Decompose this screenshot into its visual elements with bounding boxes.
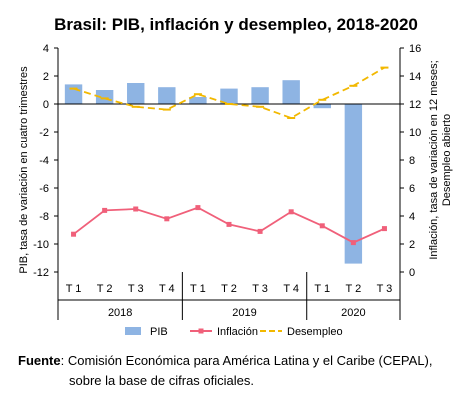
bar-pib-5	[189, 97, 207, 104]
x-tick-label: T 4	[283, 283, 299, 295]
y-left-tick-label: 4	[43, 43, 49, 55]
y-axis-right-label-line2: Desempleo abierto	[441, 114, 453, 206]
bar-pib-7	[251, 87, 269, 104]
bar-pib-1	[64, 84, 83, 104]
year-label-2019: 2019	[232, 307, 256, 319]
bar-pib-9	[313, 104, 331, 109]
plot-area: 4 2 0 -2 -4 -6 -8 -10 -12 16 14 12 10 8 6 4 2 0 T 1 T 2 T 3 T…	[33, 43, 421, 320]
point-inflacion-8	[288, 209, 294, 215]
y-right-tick-label: 8	[409, 155, 415, 167]
legend-marker-inflacion	[198, 328, 204, 334]
bar-pib-3	[127, 83, 145, 104]
chart: Brasil: PIB, inflación y desempleo, 2018…	[18, 15, 453, 338]
y-left-tick-label: -12	[33, 267, 49, 279]
source-label: Fuente	[18, 353, 61, 368]
y-right-tick-label: 16	[409, 43, 421, 55]
y-axis-right-label-line1: Inflación, tasa de variación en 12 meses…	[428, 60, 440, 259]
legend-label-pib: PIB	[150, 326, 168, 338]
legend-swatch-pib	[125, 327, 141, 335]
year-label-2018: 2018	[108, 307, 132, 319]
x-tick-label: T 3	[252, 283, 268, 295]
source-note: Fuente: Comisión Económica para América …	[18, 351, 463, 391]
y-left-tick-label: -6	[39, 183, 49, 195]
bar-pib-4	[158, 87, 176, 104]
legend-label-desempleo: Desempleo	[287, 326, 343, 338]
x-tick-label: T 1	[314, 283, 330, 295]
legend: PIB Inflación Desempleo	[125, 326, 343, 338]
point-inflacion-10	[350, 240, 356, 246]
source-line2: sobre la base de cifras oficiales.	[69, 373, 254, 388]
x-tick-label: T 4	[159, 283, 175, 295]
y-right-tick-label: 12	[409, 99, 421, 111]
legend-label-inflacion: Inflación	[217, 326, 258, 338]
point-inflacion-4	[164, 216, 170, 222]
x-tick-label: T 2	[346, 283, 362, 295]
point-inflacion-1	[71, 231, 77, 237]
y-right-tick-label: 6	[409, 183, 415, 195]
y-left-tick-label: 0	[43, 99, 49, 111]
point-inflacion-7	[257, 228, 263, 234]
point-inflacion-5	[195, 205, 201, 211]
x-tick-label: T 3	[377, 283, 393, 295]
source-line1: : Comisión Económica para América Latina…	[60, 353, 433, 368]
y-left-tick-label: -8	[39, 211, 49, 223]
y-right-tick-label: 0	[409, 267, 415, 279]
point-inflacion-3	[133, 206, 139, 212]
chart-title: Brasil: PIB, inflación y desempleo, 2018…	[54, 15, 418, 34]
bar-pib-10	[344, 104, 363, 264]
x-tick-label: T 1	[66, 283, 82, 295]
x-tick-label: T 3	[128, 283, 144, 295]
point-inflacion-11	[381, 226, 387, 232]
y-right-tick-label: 10	[409, 127, 421, 139]
year-label-2020: 2020	[341, 307, 365, 319]
x-tick-label: T 2	[221, 283, 237, 295]
y-left-tick-label: -2	[39, 127, 49, 139]
y-right-tick-label: 14	[409, 71, 421, 83]
y-right-tick-label: 4	[409, 211, 415, 223]
point-inflacion-9	[319, 223, 325, 229]
point-inflacion-6	[226, 221, 232, 227]
point-inflacion-2	[102, 207, 108, 213]
x-tick-label: T 1	[190, 283, 206, 295]
y-left-tick-label: 2	[43, 71, 49, 83]
y-axis-left-label: PIB, tasa de variación en cuatro trimest…	[18, 66, 30, 274]
y-right-tick-label: 2	[409, 239, 415, 251]
y-left-tick-label: -10	[33, 239, 49, 251]
bar-pib-8	[282, 80, 300, 104]
bar-pib-6	[220, 88, 238, 104]
y-left-tick-label: -4	[39, 155, 49, 167]
x-tick-label: T 2	[97, 283, 113, 295]
